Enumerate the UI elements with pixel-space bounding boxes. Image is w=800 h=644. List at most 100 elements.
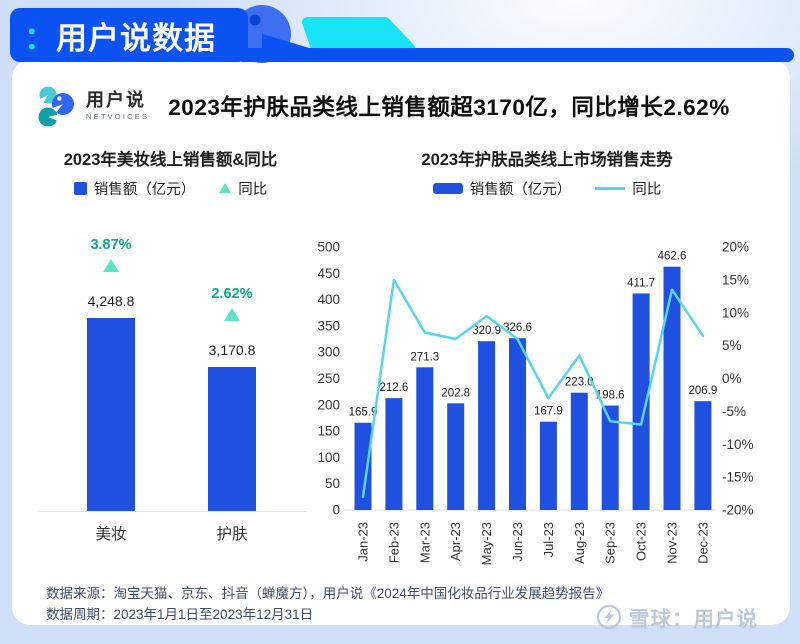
bar-value-label: 165.9 bbox=[349, 407, 378, 419]
right-axis-tick: 15% bbox=[722, 272, 749, 287]
sales-bar bbox=[87, 318, 135, 511]
sales-bar bbox=[539, 421, 557, 510]
sales-bar bbox=[570, 392, 588, 510]
bar-value-label: 167.9 bbox=[534, 406, 563, 418]
bar-value-label: 4,248.8 bbox=[87, 293, 135, 309]
beauty-chart-legend: 销售额（亿元） 同比 bbox=[28, 178, 313, 198]
legend-yoy-label: 同比 bbox=[238, 181, 268, 198]
header-bar-shape bbox=[236, 48, 794, 62]
sales-bar bbox=[208, 367, 256, 511]
netvoices-logo-icon bbox=[38, 86, 74, 127]
legend-item-yoy: 同比 bbox=[219, 178, 267, 199]
beauty-chart-plot: 4,248.8 3.87% 3,170.8 2.62% bbox=[28, 198, 313, 512]
x-axis-label: Feb-23 bbox=[386, 522, 401, 563]
bar-value-label: 411.7 bbox=[627, 277, 655, 289]
left-axis-tick: 450 bbox=[317, 266, 340, 281]
xueqiu-logo-icon bbox=[596, 604, 622, 630]
yoy-triangle-marker bbox=[224, 308, 240, 321]
trend-chart-title: 2023年护肤品类线上市场销售走势 bbox=[421, 151, 673, 169]
brand-colon: ： bbox=[24, 21, 56, 56]
x-axis-label: Oct-23 bbox=[634, 522, 649, 561]
right-axis-tick: -15% bbox=[722, 470, 754, 485]
data-source-note: 数据来源：淘宝天猫、京东、抖音（蝉魔方），用户说《2024年中国化妆品行业发展趋… bbox=[46, 584, 609, 626]
sales-bar bbox=[416, 367, 434, 510]
right-axis-tick: 5% bbox=[722, 338, 742, 353]
logo-subtitle: NETVOICES bbox=[86, 112, 150, 122]
sales-bar bbox=[694, 401, 712, 510]
beauty-chart-categories: 美妆 护肤 bbox=[28, 512, 313, 546]
bar-value-label: 206.9 bbox=[689, 385, 718, 397]
header-banner-decor bbox=[10, 5, 794, 63]
category-label: 美妆 bbox=[95, 526, 127, 543]
trend-chart-svg: 0 50 100 150 200 250 300 350 400 450 500 -20% -15% -1… bbox=[317, 240, 754, 566]
mascot-eye-shape bbox=[249, 14, 261, 26]
bar-value-label: 202.8 bbox=[441, 387, 470, 399]
x-axis-label: May-23 bbox=[479, 522, 494, 565]
sales-bar bbox=[632, 293, 650, 510]
yoy-line-icon bbox=[595, 186, 626, 190]
category-label: 护肤 bbox=[216, 526, 248, 543]
sales-bar bbox=[601, 405, 619, 510]
legend-sales-label: 销售额（亿元） bbox=[93, 181, 196, 198]
watermark-label: 雪球：用户说 bbox=[629, 608, 758, 631]
left-axis-tick: 300 bbox=[317, 345, 340, 360]
x-axis-label: Sep-23 bbox=[603, 522, 618, 564]
x-axis-label: Jan-23 bbox=[356, 522, 371, 562]
x-axis-label: Dec-23 bbox=[695, 522, 710, 564]
header-title-box bbox=[10, 8, 248, 62]
bar-value-label: 3,170.8 bbox=[208, 342, 256, 358]
logo-name: 用户说 bbox=[86, 89, 146, 110]
legend-yoy-label: 同比 bbox=[632, 181, 662, 198]
x-axis-label: Apr-23 bbox=[448, 522, 463, 561]
right-axis-tick: -10% bbox=[722, 437, 754, 452]
sales-bar bbox=[447, 403, 465, 510]
bar-value-label: 271.3 bbox=[410, 351, 439, 363]
left-axis-tick: 100 bbox=[317, 450, 340, 465]
sales-bar bbox=[478, 341, 496, 510]
yoy-triangle-icon bbox=[219, 183, 232, 193]
sales-bar-icon bbox=[432, 182, 463, 194]
skincare-trend-chart: 2023年护肤品类线上市场销售走势 销售额（亿元） 同比 0 50 100 150 20… bbox=[314, 146, 780, 583]
right-axis-tick: 20% bbox=[722, 240, 749, 255]
left-axis-tick: 150 bbox=[317, 424, 340, 439]
netvoices-logo: 用户说 NETVOICES bbox=[34, 84, 149, 128]
legend-item-yoy: 同比 bbox=[595, 178, 661, 199]
page-title: 2023年护肤品类线上销售额超3170亿，同比增长2.62% bbox=[168, 95, 730, 120]
beauty-sales-chart: 2023年美妆线上销售额&同比 销售额（亿元） 同比 4,248.8 3.87% 3… bbox=[28, 146, 313, 546]
left-axis-tick: 350 bbox=[317, 318, 340, 333]
sales-bar bbox=[663, 266, 681, 510]
x-axis-label: Mar-23 bbox=[417, 522, 432, 563]
x-axis-label: Nov-23 bbox=[665, 522, 680, 564]
bar-value-label: 320.9 bbox=[472, 325, 501, 337]
sales-square-icon bbox=[73, 181, 87, 195]
beauty-chart-baseline bbox=[38, 511, 307, 512]
cyan-ribbon-shape bbox=[302, 17, 415, 53]
right-axis-tick: -5% bbox=[722, 404, 746, 419]
bar-value-label: 198.6 bbox=[596, 390, 625, 402]
yoy-percent-label: 3.87% bbox=[90, 237, 132, 253]
left-axis-tick: 400 bbox=[317, 292, 340, 307]
xueqiu-watermark: 雪球：用户说 bbox=[596, 602, 758, 632]
right-axis-tick: -20% bbox=[722, 503, 754, 518]
legend-item-sales: 销售额（亿元） bbox=[432, 178, 572, 199]
left-axis-tick: 200 bbox=[317, 397, 340, 412]
legend-sales-label: 销售额（亿元） bbox=[469, 181, 572, 198]
bar-value-label: 326.6 bbox=[503, 322, 532, 334]
sales-bar bbox=[509, 338, 526, 510]
yoy-line bbox=[361, 278, 705, 499]
source-line: 数据来源：淘宝天猫、京东、抖音（蝉魔方），用户说《2024年中国化妆品行业发展趋… bbox=[46, 586, 610, 601]
sales-bar bbox=[354, 422, 372, 510]
brand-name: 用户说数据 bbox=[56, 21, 216, 56]
left-axis-tick: 50 bbox=[325, 476, 340, 491]
beauty-chart-title: 2023年美妆线上销售额&同比 bbox=[63, 151, 278, 169]
brand-banner: ：用户说数据 bbox=[24, 13, 216, 58]
x-axis-label: Jun-23 bbox=[510, 522, 525, 562]
legend-item-sales: 销售额（亿元） bbox=[73, 178, 196, 199]
period-line: 数据周期：2023年1月1日至2023年12月31日 bbox=[46, 606, 314, 622]
trend-chart-legend: 销售额（亿元） 同比 bbox=[314, 178, 780, 198]
x-axis-label: Jul-23 bbox=[541, 522, 556, 557]
yoy-percent-label: 2.62% bbox=[211, 286, 253, 302]
bar-value-label: 223.0 bbox=[565, 377, 594, 389]
left-axis-tick: 500 bbox=[317, 240, 340, 255]
